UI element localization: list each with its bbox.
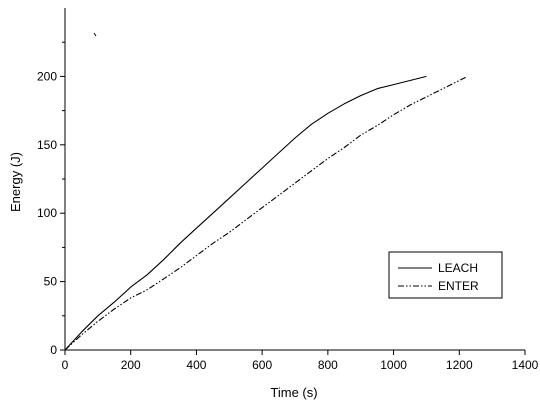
stray-mark	[93, 32, 97, 37]
x-tick-label: 600	[252, 358, 272, 372]
ticks: 0 200 400 600 800 1000 1200 1400 0 50 100 150 200	[37, 41, 539, 372]
x-tick-label: 800	[318, 358, 338, 372]
y-axis-label: Energy (J)	[8, 152, 23, 212]
legend-label-enter: ENTER	[438, 279, 479, 293]
series-line-enter	[64, 75, 468, 351]
x-tick-label: 1000	[380, 358, 407, 372]
x-tick-label: 400	[186, 358, 206, 372]
y-tick-label: 100	[37, 206, 57, 220]
y-tick-label: 0	[50, 343, 57, 357]
legend: LEACH ENTER	[388, 251, 503, 299]
x-tick-label: 1400	[512, 358, 539, 372]
x-tick-label: 1200	[446, 358, 473, 372]
legend-box	[388, 251, 503, 299]
y-tick-label: 200	[37, 69, 57, 83]
y-tick-label: 50	[44, 275, 58, 289]
series-layer	[64, 75, 468, 351]
y-tick-label: 150	[37, 138, 57, 152]
x-tick-label: 200	[121, 358, 141, 372]
x-axis-label: Time (s)	[270, 385, 317, 400]
series-line-leach	[64, 75, 427, 351]
x-tick-label: 0	[62, 358, 69, 372]
legend-label-leach: LEACH	[438, 261, 478, 275]
axes	[64, 8, 525, 351]
